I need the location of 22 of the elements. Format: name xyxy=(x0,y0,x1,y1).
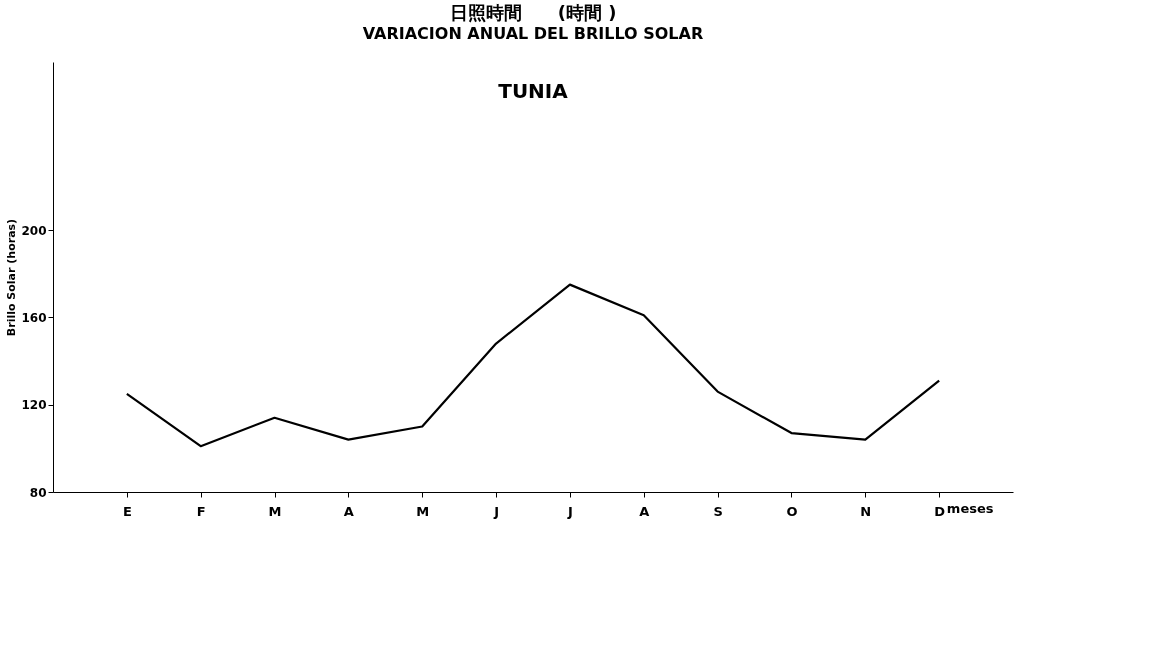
x-tick-label: A xyxy=(639,503,650,519)
chart-subtitle: VARIACION ANUAL DEL BRILLO SOLAR xyxy=(362,24,704,43)
x-tick-label: N xyxy=(860,503,872,519)
x-tick-label: D xyxy=(934,503,946,519)
y-tick-label: 160 xyxy=(21,310,47,325)
x-tick-label: J xyxy=(493,503,499,519)
y-tick-label: 200 xyxy=(21,223,47,238)
x-tick-label: J xyxy=(567,503,573,519)
y-tick-label: 120 xyxy=(21,398,47,413)
x-tick-label: M xyxy=(268,503,282,519)
x-tick-label: S xyxy=(713,503,723,519)
x-tick-label: O xyxy=(786,503,798,519)
y-tick-label: 80 xyxy=(29,485,47,500)
line-series xyxy=(125,283,941,448)
chart-title: 日照時間 (時間 ) xyxy=(449,2,617,23)
x-tick-label: M xyxy=(416,503,430,519)
x-tick-label: E xyxy=(122,503,132,519)
x-tick-label: A xyxy=(343,503,354,519)
x-axis-title: meses xyxy=(946,500,994,516)
x-tick-label: F xyxy=(196,503,206,519)
y-axis-title: Brillo Solar (horas) xyxy=(5,218,19,337)
annotation: TUNIA xyxy=(498,79,569,103)
